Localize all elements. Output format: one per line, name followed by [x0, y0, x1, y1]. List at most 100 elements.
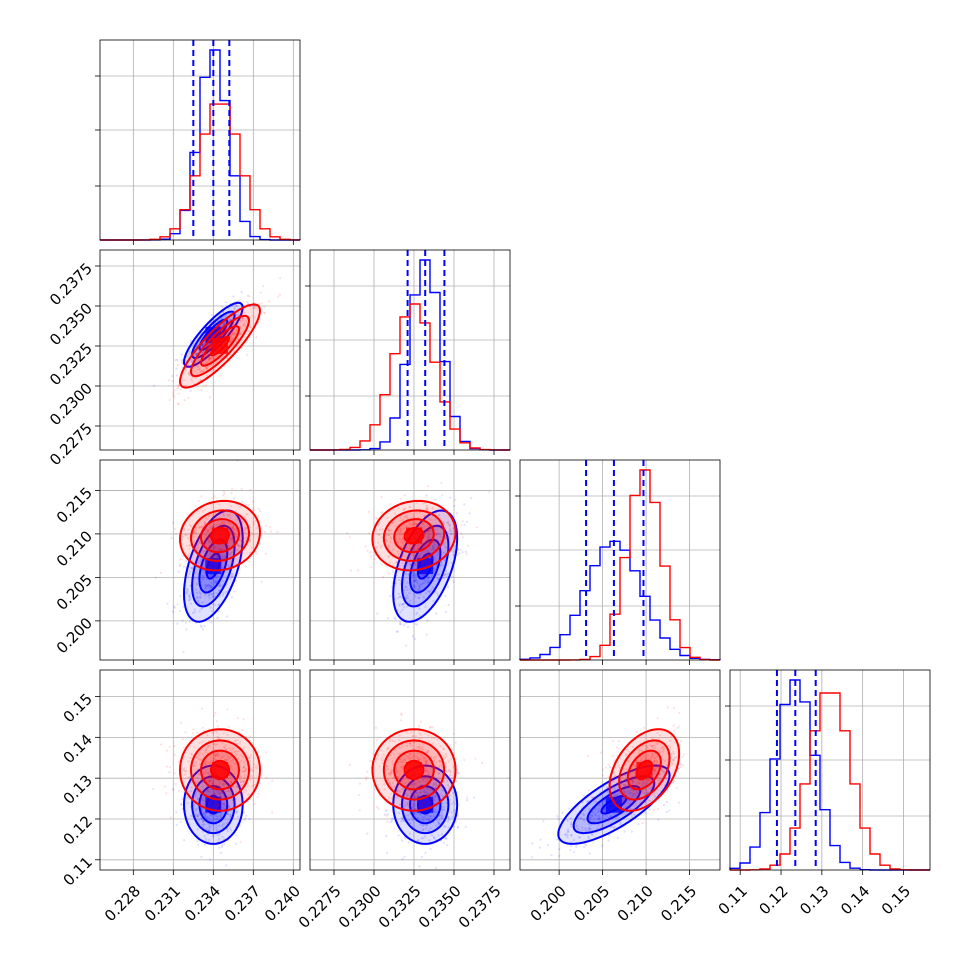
- scatter-point: [190, 602, 193, 605]
- scatter-point: [173, 605, 176, 608]
- scatter-point: [433, 546, 436, 550]
- scatter-point: [399, 790, 402, 793]
- scatter-point: [177, 402, 180, 405]
- scatter-point: [224, 744, 227, 747]
- scatter-point: [189, 524, 192, 527]
- scatter-point: [452, 527, 455, 530]
- scatter-point: [196, 363, 199, 366]
- scatter-point: [422, 544, 425, 547]
- scatter-point: [249, 735, 252, 738]
- scatter-point: [423, 791, 426, 795]
- scatter-point: [228, 756, 231, 759]
- scatter-point: [410, 516, 413, 519]
- scatter-point: [440, 481, 443, 484]
- scatter-point: [432, 548, 435, 552]
- scatter-point: [226, 733, 229, 737]
- scatter-point: [224, 591, 227, 594]
- scatter-point: [229, 815, 232, 819]
- scatter-point: [242, 718, 245, 721]
- scatter-point: [378, 765, 381, 768]
- scatter-point: [188, 543, 192, 547]
- scatter-point: [172, 391, 175, 394]
- scatter-point: [620, 776, 623, 779]
- scatter-point: [240, 759, 243, 762]
- scatter-point: [409, 512, 413, 515]
- scatter-point: [439, 759, 442, 762]
- scatter-point: [190, 566, 193, 570]
- scatter-point: [415, 574, 418, 577]
- scatter-point: [201, 797, 204, 800]
- scatter-point: [243, 537, 247, 540]
- scatter-point: [387, 768, 390, 771]
- density-contour: [199, 518, 241, 554]
- scatter-point: [434, 782, 437, 785]
- scatter-point: [194, 588, 198, 591]
- scatter-point: [429, 847, 432, 851]
- scatter-point: [201, 726, 204, 729]
- scatter-point: [211, 782, 214, 785]
- scatter-point: [232, 526, 235, 529]
- scatter-point: [658, 779, 661, 782]
- scatter-point: [588, 794, 592, 797]
- scatter-point: [226, 545, 229, 548]
- scatter-point: [204, 356, 207, 359]
- scatter-point: [205, 384, 208, 387]
- scatter-point: [208, 357, 211, 360]
- scatter-point: [422, 571, 425, 574]
- scatter-point: [427, 577, 430, 580]
- scatter-point: [570, 834, 573, 837]
- scatter-point: [409, 752, 412, 755]
- scatter-point: [225, 332, 229, 335]
- scatter-point: [449, 496, 452, 499]
- scatter-point: [169, 766, 172, 769]
- scatter-point: [397, 811, 401, 815]
- scatter-point: [666, 789, 669, 792]
- scatter-point: [401, 575, 404, 578]
- scatter-point: [218, 837, 221, 840]
- scatter-point: [443, 825, 446, 828]
- scatter-point: [202, 384, 205, 388]
- scatter-point: [200, 789, 203, 792]
- scatter-point: [450, 777, 454, 780]
- scatter-point: [432, 541, 435, 544]
- scatter-point: [480, 761, 484, 765]
- scatter-point: [420, 521, 423, 524]
- scatter-point: [209, 542, 212, 545]
- scatter-point: [420, 755, 423, 758]
- scatter-point: [200, 389, 203, 392]
- scatter-point: [421, 824, 424, 827]
- scatter-point: [179, 820, 182, 823]
- scatter-point: [409, 742, 412, 745]
- scatter-point: [197, 368, 200, 371]
- density-contour: [178, 303, 262, 389]
- scatter-point: [205, 346, 208, 349]
- scatter-point: [204, 768, 207, 772]
- scatter-point: [183, 399, 186, 402]
- scatter-point: [596, 827, 599, 830]
- scatter-point: [401, 760, 404, 763]
- scatter-point: [390, 537, 393, 540]
- scatter-point: [232, 532, 235, 535]
- scatter-point: [201, 707, 204, 710]
- scatter-point: [402, 588, 406, 592]
- scatter-point: [446, 770, 449, 773]
- scatter-point: [222, 329, 225, 332]
- scatter-point: [212, 834, 215, 837]
- scatter-point: [253, 508, 256, 511]
- scatter-point: [436, 553, 439, 557]
- scatter-point: [447, 520, 450, 524]
- scatter-point: [377, 807, 380, 810]
- scatter-point: [227, 307, 230, 310]
- scatter-point: [433, 555, 436, 558]
- scatter-point: [440, 562, 443, 565]
- scatter-point: [381, 576, 385, 579]
- scatter-point: [417, 554, 420, 557]
- scatter-point: [412, 545, 415, 548]
- scatter-point: [189, 756, 192, 760]
- scatter-point: [476, 526, 479, 529]
- scatter-point: [215, 335, 218, 338]
- scatter-point: [198, 366, 201, 369]
- scatter-point: [175, 823, 178, 827]
- scatter-point: [538, 846, 542, 849]
- scatter-point: [414, 735, 417, 738]
